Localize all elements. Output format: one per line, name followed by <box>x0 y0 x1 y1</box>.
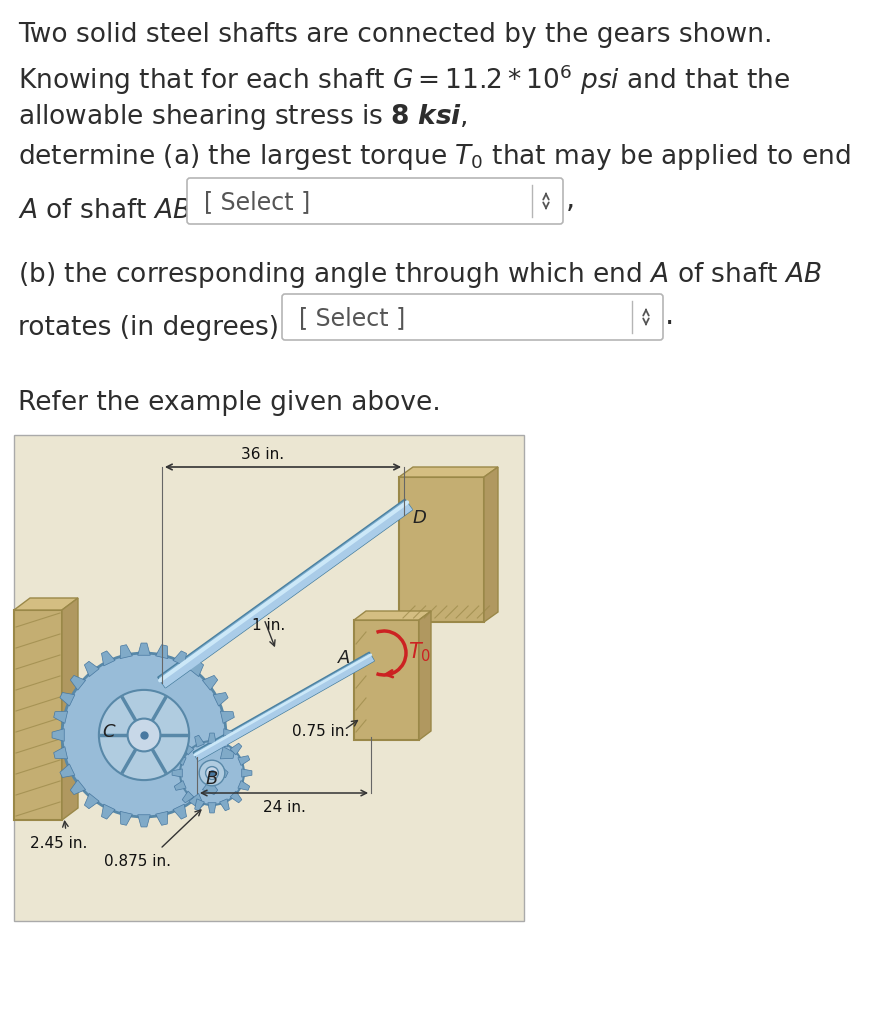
Polygon shape <box>52 729 64 741</box>
Polygon shape <box>189 661 203 677</box>
Circle shape <box>128 719 161 751</box>
Polygon shape <box>70 675 85 691</box>
Text: 0.75 in.: 0.75 in. <box>292 723 349 738</box>
Polygon shape <box>158 499 412 688</box>
Text: Two solid steel shafts are connected by the gears shown.: Two solid steel shafts are connected by … <box>18 22 773 48</box>
Text: Refer the example given above.: Refer the example given above. <box>18 389 440 416</box>
Text: 2.45 in.: 2.45 in. <box>30 835 87 850</box>
Polygon shape <box>120 645 132 659</box>
Polygon shape <box>230 792 242 803</box>
Polygon shape <box>59 764 75 777</box>
Polygon shape <box>138 643 150 655</box>
Bar <box>354 621 419 740</box>
Polygon shape <box>194 652 374 761</box>
Text: Knowing that for each shaft $G = 11.2 * 10^{6}\ \mathit{psi}$ and that the: Knowing that for each shaft $G = 11.2 * … <box>18 62 790 96</box>
Text: 36 in.: 36 in. <box>242 447 284 462</box>
Text: C: C <box>103 722 115 740</box>
Text: (b) the corresponding angle through which end $\it{A}$ of shaft $\it{AB}$: (b) the corresponding angle through whic… <box>18 260 822 290</box>
Polygon shape <box>238 756 250 765</box>
Polygon shape <box>219 736 229 747</box>
Polygon shape <box>138 815 150 827</box>
Polygon shape <box>174 780 186 791</box>
Polygon shape <box>101 805 115 819</box>
Polygon shape <box>219 799 229 811</box>
Polygon shape <box>194 736 204 747</box>
Bar <box>14 436 524 921</box>
Polygon shape <box>155 812 168 825</box>
Polygon shape <box>84 661 99 677</box>
Polygon shape <box>220 712 234 724</box>
Polygon shape <box>419 612 431 740</box>
Circle shape <box>62 653 226 817</box>
Text: D: D <box>412 509 426 527</box>
Polygon shape <box>120 812 132 825</box>
Text: $\it{A}$ of shaft $\it{AB}$: $\it{A}$ of shaft $\it{AB}$ <box>18 198 191 223</box>
Polygon shape <box>230 743 242 755</box>
Polygon shape <box>194 799 204 811</box>
Text: [ Select ]: [ Select ] <box>204 190 310 213</box>
Polygon shape <box>189 794 203 809</box>
Text: 24 in.: 24 in. <box>263 800 305 814</box>
Text: $T_0$: $T_0$ <box>408 640 432 663</box>
Polygon shape <box>159 501 412 688</box>
Polygon shape <box>173 651 186 666</box>
Polygon shape <box>242 769 252 777</box>
Text: [ Select ]: [ Select ] <box>299 305 405 330</box>
Polygon shape <box>173 805 186 819</box>
Polygon shape <box>70 780 85 795</box>
Text: 1 in.: 1 in. <box>252 618 285 632</box>
Text: 0.875 in.: 0.875 in. <box>104 853 171 868</box>
Text: .: . <box>665 301 674 330</box>
Text: B: B <box>206 769 218 788</box>
Polygon shape <box>84 794 99 809</box>
Polygon shape <box>59 693 75 707</box>
Polygon shape <box>14 599 78 611</box>
Circle shape <box>180 741 244 805</box>
Polygon shape <box>213 693 228 707</box>
Bar <box>399 477 484 623</box>
Polygon shape <box>182 792 194 803</box>
Polygon shape <box>399 467 498 477</box>
Polygon shape <box>208 803 216 813</box>
Circle shape <box>199 760 225 786</box>
Polygon shape <box>174 756 186 765</box>
Polygon shape <box>224 729 236 741</box>
FancyBboxPatch shape <box>282 295 663 341</box>
Polygon shape <box>220 747 234 759</box>
Text: A: A <box>337 648 350 666</box>
Polygon shape <box>202 675 218 691</box>
Circle shape <box>99 691 189 780</box>
Polygon shape <box>484 467 498 623</box>
Polygon shape <box>182 743 194 755</box>
Polygon shape <box>101 651 115 666</box>
Circle shape <box>206 766 218 779</box>
Polygon shape <box>354 612 431 621</box>
Polygon shape <box>62 599 78 820</box>
Text: allowable shearing stress is $\mathbf{8}\ \boldsymbol{ksi},$: allowable shearing stress is $\mathbf{8}… <box>18 102 468 131</box>
Text: ,: , <box>566 186 575 213</box>
Polygon shape <box>155 645 168 659</box>
Polygon shape <box>53 747 67 759</box>
Polygon shape <box>194 654 374 761</box>
Text: rotates (in degrees): rotates (in degrees) <box>18 314 279 341</box>
Polygon shape <box>213 764 228 777</box>
FancyBboxPatch shape <box>187 179 563 224</box>
Polygon shape <box>172 769 182 777</box>
Bar <box>14 611 62 820</box>
Polygon shape <box>238 780 250 791</box>
Polygon shape <box>202 780 218 795</box>
Text: determine (a) the largest torque $T_0$ that may be applied to end: determine (a) the largest torque $T_0$ t… <box>18 142 851 172</box>
Polygon shape <box>53 712 67 724</box>
Polygon shape <box>208 733 216 743</box>
